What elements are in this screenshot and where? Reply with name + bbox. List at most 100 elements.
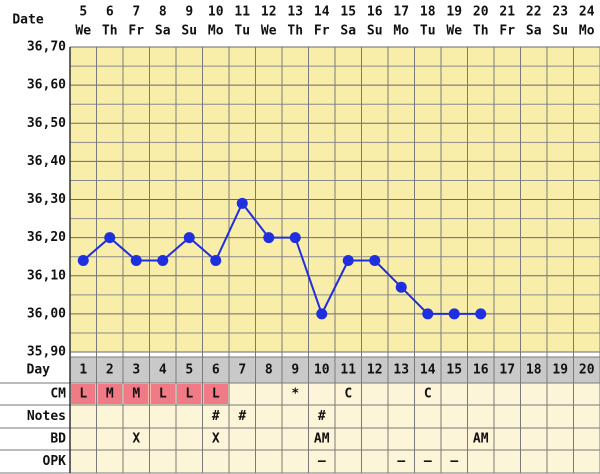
cell-text: L — [185, 387, 193, 402]
cell-text: X — [212, 432, 220, 447]
temperature-point — [210, 255, 222, 266]
weekday-label: Mo — [208, 24, 224, 39]
weekday-label: Fr — [499, 24, 515, 39]
cell-text: X — [132, 432, 140, 447]
date-label: 22 — [526, 5, 542, 20]
weekday-label: Tu — [420, 24, 436, 39]
date-label: 21 — [499, 5, 515, 20]
day-number: 2 — [106, 363, 114, 378]
date-label: 8 — [159, 5, 167, 20]
date-label: 19 — [446, 5, 462, 20]
temperature-point — [104, 232, 116, 244]
cell-text: M — [132, 387, 140, 402]
row-label: OPK — [43, 454, 67, 469]
date-label: 23 — [552, 5, 568, 20]
date-label: 11 — [234, 5, 250, 20]
day-label: Day — [27, 363, 51, 378]
cell-text: – — [450, 454, 458, 469]
day-number: 10 — [314, 363, 330, 378]
weekday-label: Fr — [128, 24, 144, 39]
y-tick-label: 36,60 — [27, 78, 66, 93]
y-tick-label: 36,50 — [27, 116, 66, 131]
date-label: 12 — [261, 5, 277, 20]
day-number: 18 — [526, 363, 542, 378]
temperature-point — [369, 255, 381, 266]
temperature-point — [77, 255, 89, 266]
weekday-label: Th — [473, 24, 489, 39]
day-number: 1 — [79, 363, 87, 378]
cell-text: # — [318, 409, 326, 424]
weekday-label: Fr — [314, 24, 330, 39]
day-number: 5 — [185, 363, 193, 378]
temperature-line — [82, 201, 481, 317]
day-number: 11 — [340, 363, 356, 378]
temperature-point — [342, 255, 354, 266]
weekday-label: Sa — [526, 24, 542, 39]
highlight-cell — [150, 384, 175, 404]
date-label: 5 — [79, 5, 87, 20]
y-tick-label: 35,90 — [27, 345, 66, 360]
weekday-label: Sa — [155, 24, 171, 39]
date-label: 17 — [393, 5, 409, 20]
date-label: 16 — [367, 5, 383, 20]
cell-text: AM — [473, 432, 489, 447]
temperature-point — [263, 232, 275, 244]
date-label: Date — [12, 13, 43, 28]
cell-text: * — [291, 387, 299, 402]
highlight-cell — [71, 384, 96, 404]
day-number: 20 — [579, 363, 595, 378]
y-tick-label: 36,00 — [27, 306, 66, 321]
day-number: 9 — [291, 363, 299, 378]
day-number: 19 — [552, 363, 568, 378]
day-number: 4 — [159, 363, 167, 378]
cell-text: – — [318, 454, 326, 469]
weekday-label: Tu — [234, 24, 250, 39]
cell-text: L — [159, 387, 167, 402]
cell-text: # — [212, 409, 220, 424]
cell-text: – — [397, 454, 405, 469]
day-number: 6 — [212, 363, 220, 378]
y-tick-label: 36,70 — [27, 40, 66, 55]
row-label: Notes — [27, 409, 66, 424]
date-label: 15 — [340, 5, 356, 20]
cell-text: C — [344, 387, 352, 402]
cell-text: L — [79, 387, 87, 402]
temperature-point — [236, 197, 248, 209]
row-label: CM — [50, 387, 66, 402]
cell-text: C — [424, 387, 432, 402]
highlight-cell — [124, 384, 149, 404]
day-number: 16 — [473, 363, 489, 378]
day-number: 13 — [393, 363, 409, 378]
weekday-label: Th — [287, 24, 303, 39]
date-label: 6 — [106, 5, 114, 20]
highlight-cell — [97, 384, 122, 404]
weekday-label: We — [75, 24, 91, 39]
temperature-point — [475, 308, 487, 320]
weekday-label: Mo — [579, 24, 595, 39]
weekday-label: We — [261, 24, 277, 39]
cell-text: AM — [314, 432, 330, 447]
cell-text: – — [424, 454, 432, 469]
day-number: 3 — [132, 363, 140, 378]
temperature-point — [289, 232, 301, 244]
cell-text: M — [106, 387, 114, 402]
date-label: 10 — [208, 5, 224, 20]
y-tick-label: 36,30 — [27, 192, 66, 207]
weekday-label: We — [446, 24, 462, 39]
weekday-label: Mo — [393, 24, 409, 39]
weekday-label: Su — [367, 24, 383, 39]
temperature-point — [422, 308, 434, 320]
day-number: 12 — [367, 363, 383, 378]
temperature-point — [316, 308, 328, 320]
day-number: 15 — [446, 363, 462, 378]
row-label: BD — [50, 432, 66, 447]
date-label: 14 — [314, 5, 330, 20]
y-tick-label: 36,10 — [27, 268, 66, 283]
date-label: 18 — [420, 5, 436, 20]
date-label: 7 — [132, 5, 140, 20]
weekday-label: Sa — [340, 24, 356, 39]
weekday-label: Su — [181, 24, 197, 39]
temperature-point — [157, 255, 169, 266]
temperature-point — [395, 281, 407, 293]
